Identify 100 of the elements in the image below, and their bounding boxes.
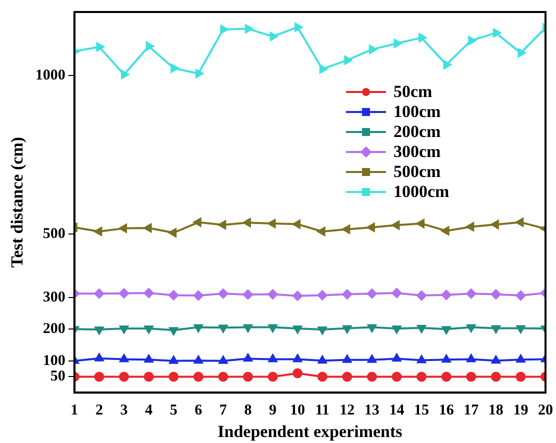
- y-tick-label: 300: [42, 289, 66, 306]
- point: [120, 354, 128, 362]
- point: [342, 372, 352, 382]
- point: [490, 372, 501, 382]
- point: [518, 48, 526, 58]
- point: [244, 24, 253, 34]
- x-tick-label: 5: [170, 402, 178, 418]
- point: [218, 324, 228, 333]
- x-tick-label: 16: [438, 402, 454, 418]
- point: [268, 354, 278, 362]
- point: [342, 354, 352, 363]
- legend-label: 100cm: [394, 102, 441, 122]
- x-tick-label: 18: [488, 402, 504, 418]
- point: [468, 36, 476, 46]
- point: [416, 290, 427, 301]
- x-tick-label: 20: [538, 402, 553, 418]
- point: [516, 218, 524, 227]
- x-tick-label: 1: [70, 402, 78, 418]
- x-tick-label: 6: [194, 402, 203, 418]
- point: [268, 289, 278, 300]
- point: [466, 354, 476, 362]
- y-tick-label: 1000: [35, 67, 66, 84]
- point: [366, 288, 377, 299]
- point: [466, 288, 476, 299]
- point: [170, 64, 179, 73]
- x-axis-title: Independent experiments: [218, 422, 403, 442]
- point: [94, 372, 104, 382]
- point: [516, 290, 526, 301]
- point: [193, 218, 202, 227]
- point: [144, 354, 154, 363]
- x-tick-label: 3: [120, 402, 128, 418]
- legend-label: 500cm: [394, 162, 441, 182]
- point: [118, 372, 129, 382]
- point: [344, 56, 352, 65]
- x-tick-label: 2: [95, 402, 103, 418]
- point: [268, 219, 276, 228]
- point: [194, 324, 203, 332]
- point: [491, 325, 500, 334]
- point: [193, 290, 204, 301]
- legend-label: 1000cm: [394, 182, 450, 202]
- point: [218, 356, 228, 364]
- point: [317, 290, 328, 300]
- x-tick-label: 17: [464, 402, 480, 418]
- x-tick-label: 15: [414, 402, 430, 418]
- point: [168, 290, 179, 300]
- point: [94, 353, 104, 362]
- point: [292, 220, 301, 229]
- point: [392, 220, 400, 230]
- point: [218, 220, 226, 230]
- point: [490, 289, 501, 300]
- point: [342, 289, 352, 300]
- point: [416, 219, 425, 228]
- point: [144, 326, 154, 334]
- point: [418, 33, 427, 42]
- point: [195, 69, 204, 78]
- point: [242, 372, 253, 382]
- point: [144, 372, 154, 382]
- point: [317, 372, 328, 382]
- point: [168, 228, 177, 238]
- point: [220, 24, 228, 34]
- point: [144, 224, 152, 232]
- y-tick-label: 100: [42, 352, 66, 369]
- x-tick-label: 13: [364, 402, 380, 418]
- point: [292, 290, 303, 301]
- point: [120, 70, 129, 79]
- point: [294, 22, 303, 32]
- point: [319, 64, 328, 74]
- point: [96, 42, 104, 52]
- point: [416, 372, 427, 382]
- point: [270, 32, 278, 41]
- point: [342, 325, 352, 334]
- point: [120, 326, 128, 334]
- point: [317, 227, 326, 236]
- point: [492, 28, 501, 38]
- point: [293, 326, 302, 334]
- point: [242, 218, 251, 228]
- point: [218, 372, 228, 382]
- point: [392, 288, 402, 298]
- point: [366, 372, 377, 382]
- point: [169, 356, 178, 364]
- point: [392, 326, 402, 334]
- point: [94, 227, 102, 236]
- point: [193, 372, 204, 382]
- point: [394, 38, 402, 48]
- x-tick-label: 19: [513, 402, 528, 418]
- point: [516, 325, 526, 334]
- x-tick-label: 8: [244, 402, 252, 418]
- point: [442, 326, 451, 334]
- point: [466, 372, 476, 382]
- point: [318, 356, 327, 364]
- point: [516, 372, 526, 382]
- x-tick-label: 10: [290, 402, 306, 418]
- point: [392, 372, 402, 382]
- point: [442, 354, 451, 363]
- point: [146, 42, 154, 51]
- point: [118, 288, 129, 298]
- point: [244, 354, 252, 362]
- point: [367, 354, 376, 363]
- point: [417, 355, 426, 364]
- point: [443, 60, 452, 70]
